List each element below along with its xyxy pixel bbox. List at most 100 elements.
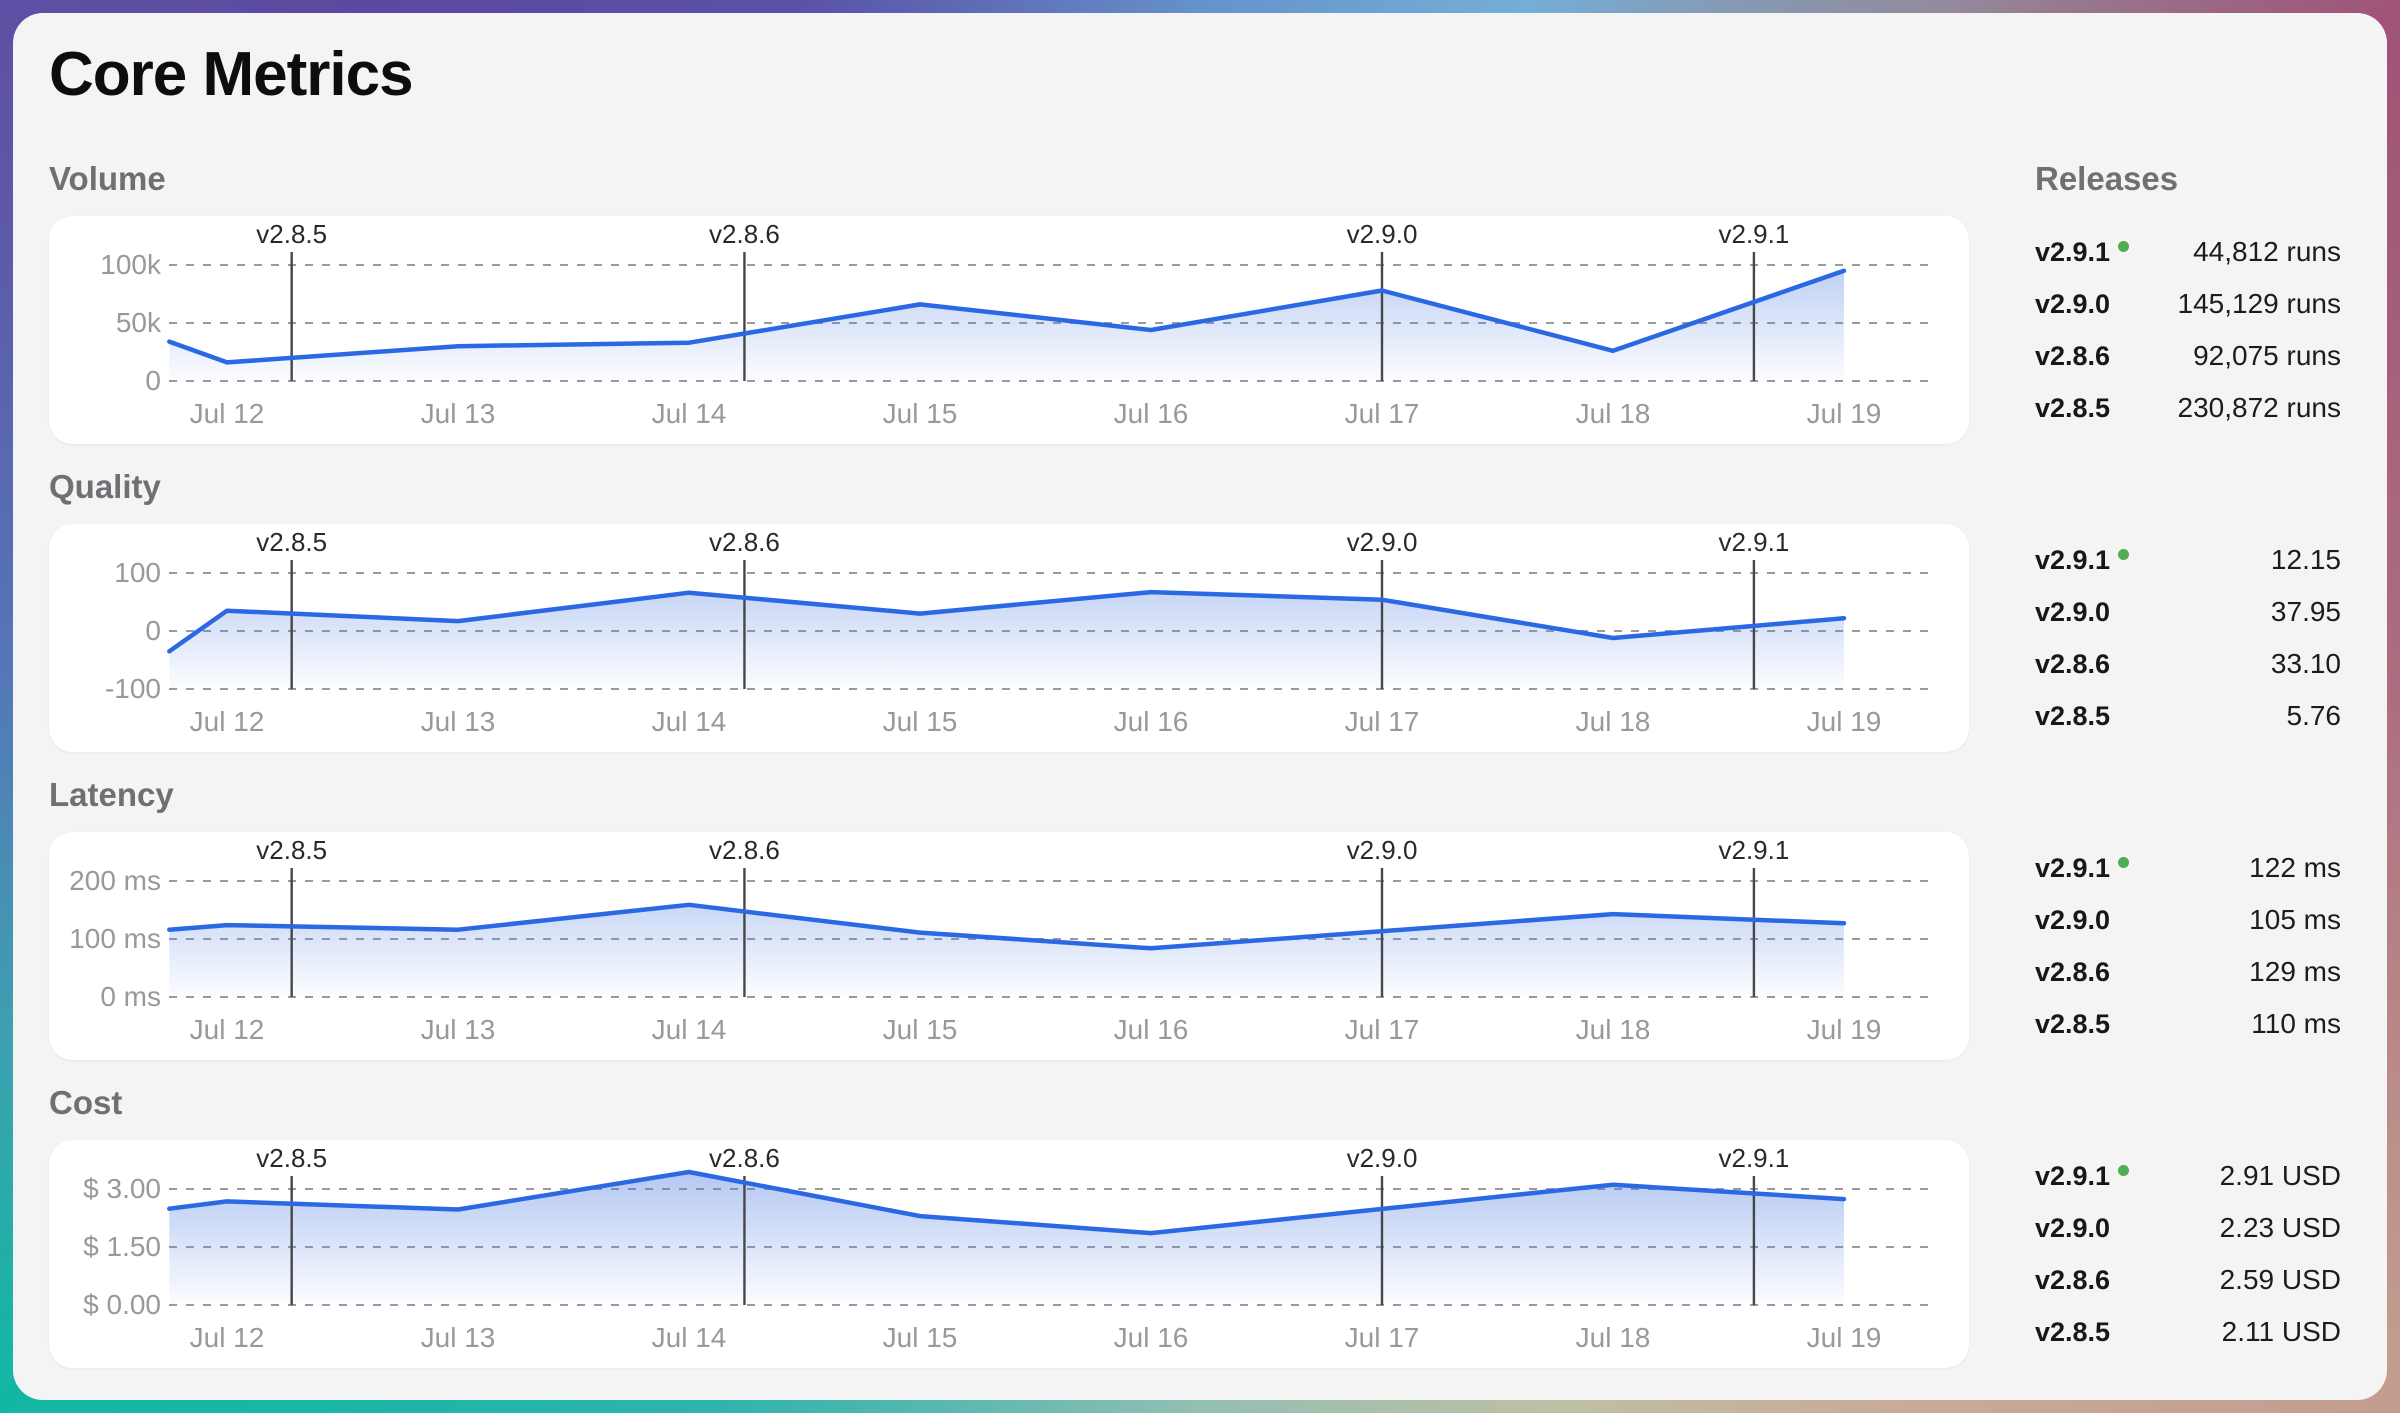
x-tick-label: Jul 14 [652,706,727,737]
y-tick-label: 100 ms [69,923,161,954]
release-version-label: v2.9.0 [2035,904,2111,935]
release-marker-v2.8.5: v2.8.5 [256,527,327,689]
release-marker-label: v2.8.5 [256,835,327,865]
x-tick-labels: Jul 12 Jul 13 Jul 14 Jul 15 Jul 16 Jul 17 Jul … [190,398,1882,429]
release-version-label: v2.8.5 [2035,700,2111,731]
release-value: 110 ms [2251,1008,2341,1039]
release-marker-label: v2.9.1 [1718,219,1789,249]
x-tick-label: Jul 14 [652,1322,727,1353]
x-tick-labels: Jul 12 Jul 13 Jul 14 Jul 15 Jul 16 Jul 17 Jul … [190,1014,1882,1045]
chart-card-volume: 100k 50k 0 Jul 12 Jul 13 Jul 14 Jul 15 Jul 16 Ju… [49,216,1969,444]
release-row-latency-v2.9.0: v2.9.0 105 ms [2035,894,2341,946]
y-tick-label: 0 [145,615,161,646]
x-tick-label: Jul 19 [1807,1322,1882,1353]
release-marker-v2.8.5: v2.8.5 [256,1143,327,1305]
x-tick-label: Jul 14 [652,398,727,429]
release-version-label: v2.9.0 [2035,596,2111,627]
series-line [167,268,1847,365]
release-version-label: v2.8.6 [2035,956,2111,987]
release-row-volume-v2.8.6: v2.8.6 92,075 runs [2035,330,2341,382]
y-tick-labels: $ 3.00 $ 1.50 $ 0.00 [83,1173,161,1320]
release-marker-v2.9.0: v2.9.0 [1347,219,1418,381]
section-title-quality: Quality [49,468,161,505]
series-line [167,902,1847,951]
x-tick-label: Jul 12 [190,1014,265,1045]
release-value: 105 ms [2249,904,2341,935]
release-marker-label: v2.8.6 [709,835,780,865]
release-marker-label: v2.9.1 [1718,1143,1789,1173]
release-version-label: v2.8.5 [2035,392,2111,423]
release-row-quality-v2.9.1: v2.9.1 12.15 [2035,534,2341,586]
release-marker-v2.8.6: v2.8.6 [709,835,780,997]
x-tick-label: Jul 13 [421,1014,496,1045]
release-version-label: v2.8.6 [2035,340,2111,371]
release-value: 2.91 USD [2219,1160,2341,1191]
release-marker-label: v2.8.5 [256,1143,327,1173]
release-row-volume-v2.9.1: v2.9.1 44,812 runs [2035,226,2341,278]
release-marker-v2.8.5: v2.8.5 [256,835,327,997]
y-tick-label: $ 0.00 [83,1289,161,1320]
chart-card-cost: $ 3.00 $ 1.50 $ 0.00 Jul 12 Jul 13 Jul 14 Jul … [49,1140,1969,1368]
releases-group-volume: v2.9.1 44,812 runs v2.9.0 145,129 runs v2.8.… [2035,216,2351,444]
releases-group-latency: v2.9.1 122 ms v2.9.0 105 ms v2.8.6 129 ms v2.8… [2035,832,2351,1060]
y-tick-label: 0 ms [100,981,161,1012]
release-row-volume-v2.8.5: v2.8.5 230,872 runs [2035,382,2341,434]
x-tick-label: Jul 13 [421,1322,496,1353]
sections-container: Volume Releases 100k 50k 0 Jul 12 Jul 13 Jul 14… [49,160,2351,1368]
y-tick-label: $ 3.00 [83,1173,161,1204]
current-release-dot [2118,240,2130,252]
release-version-label: v2.8.6 [2035,1264,2111,1295]
x-tick-label: Jul 18 [1576,1014,1651,1045]
page-title: Core Metrics [49,40,414,109]
release-marker-label: v2.9.0 [1347,1143,1418,1173]
release-version-label: v2.9.0 [2035,1212,2111,1243]
section-head-cost: Cost [49,1084,2351,1124]
release-marker-v2.8.6: v2.8.6 [709,527,780,689]
release-value: 44,812 runs [2193,236,2341,267]
release-version-label: v2.9.1 [2035,852,2111,883]
section-head-quality: Quality [49,468,2351,508]
release-version-label: v2.8.5 [2035,1008,2111,1039]
release-version-label: v2.9.0 [2035,288,2111,319]
section-title-cost: Cost [49,1084,123,1121]
release-marker-v2.9.0: v2.9.0 [1347,1143,1418,1305]
x-tick-labels: Jul 12 Jul 13 Jul 14 Jul 15 Jul 16 Jul 17 Jul … [190,706,1882,737]
release-row-latency-v2.9.1: v2.9.1 122 ms [2035,842,2341,894]
y-tick-label: 50k [116,307,162,338]
y-tick-label: $ 1.50 [83,1231,161,1262]
x-tick-label: Jul 16 [1114,1014,1189,1045]
current-release-dot [2118,856,2130,868]
x-tick-label: Jul 15 [883,1322,958,1353]
x-tick-label: Jul 15 [883,398,958,429]
release-row-quality-v2.9.0: v2.9.0 37.95 [2035,586,2341,638]
x-tick-label: Jul 14 [652,1014,727,1045]
dashboard-card: Core Metrics Volume Releases 100k 50k 0 Jul 1… [13,13,2387,1400]
releases-panel-title: Releases [2035,160,2179,197]
release-value: 2.23 USD [2219,1212,2341,1243]
section-title-volume: Volume [49,160,166,197]
section-head-volume: Volume Releases [49,160,2351,200]
release-row-cost-v2.8.6: v2.8.6 2.59 USD [2035,1254,2341,1306]
x-tick-label: Jul 17 [1345,398,1420,429]
current-release-dot [2118,548,2130,560]
release-marker-label: v2.9.0 [1347,219,1418,249]
x-tick-label: Jul 16 [1114,398,1189,429]
release-marker-v2.9.0: v2.9.0 [1347,835,1417,997]
release-version-label: v2.8.6 [2035,648,2111,679]
release-marker-label: v2.8.5 [256,219,327,249]
x-tick-label: Jul 19 [1807,398,1882,429]
release-value: 5.76 [2286,700,2342,731]
current-release-dot [2118,1164,2130,1176]
x-tick-label: Jul 18 [1576,1322,1651,1353]
release-value: 2.11 USD [2221,1316,2341,1347]
y-tick-labels: 100k 50k 0 [100,249,162,396]
releases-group-cost: v2.9.1 2.91 USD v2.9.0 2.23 USD v2.8.6 2.59 U… [2035,1140,2351,1368]
y-tick-labels: 200 ms 100 ms 0 ms [69,865,161,1012]
release-marker-label: v2.8.6 [709,1143,780,1173]
release-marker-v2.9.0: v2.9.0 [1347,527,1417,689]
release-value: 37.95 [2270,596,2341,627]
section-body-quality: 100 0 -100 Jul 12 Jul 13 Jul 14 Jul 15 Jul 16 Ju… [49,524,2351,752]
series-line [167,589,1847,654]
